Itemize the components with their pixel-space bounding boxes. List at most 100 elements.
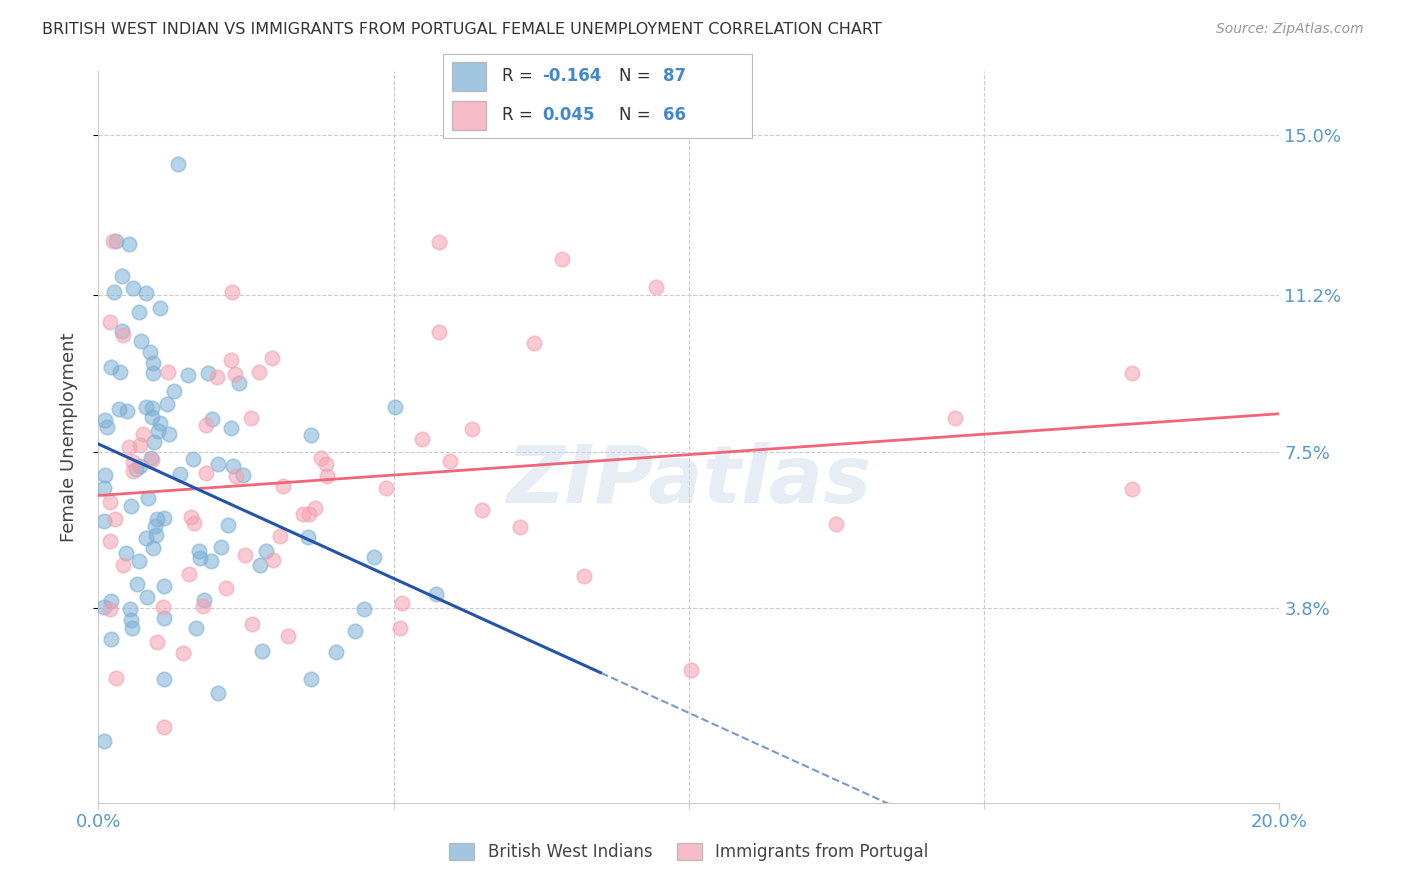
- Point: [207, 686, 229, 700]
- Point: [135, 286, 157, 301]
- Point: [128, 305, 150, 319]
- Point: [269, 529, 291, 543]
- Point: [180, 509, 202, 524]
- Point: [271, 479, 294, 493]
- Point: [157, 427, 180, 442]
- Point: [254, 543, 277, 558]
- Point: [157, 365, 180, 379]
- Point: [115, 404, 138, 418]
- Bar: [453, 101, 486, 130]
- Text: R =: R =: [502, 106, 537, 124]
- Point: [142, 356, 165, 370]
- Point: [215, 581, 238, 595]
- Point: [325, 645, 347, 659]
- Point: [225, 468, 247, 483]
- Point: [141, 409, 163, 424]
- Point: [115, 546, 138, 560]
- Point: [105, 235, 128, 249]
- Point: [239, 411, 262, 425]
- Point: [297, 530, 319, 544]
- Point: [177, 567, 200, 582]
- Point: [824, 517, 846, 532]
- Point: [193, 592, 215, 607]
- Point: [120, 602, 142, 616]
- Point: [101, 234, 124, 248]
- Point: [153, 720, 176, 734]
- Point: [149, 416, 172, 430]
- Point: [142, 541, 165, 555]
- Point: [163, 384, 186, 399]
- Point: [200, 554, 222, 568]
- Text: Source: ZipAtlas.com: Source: ZipAtlas.com: [1216, 22, 1364, 37]
- Point: [311, 450, 333, 465]
- Point: [943, 411, 966, 425]
- Y-axis label: Female Unemployment: Female Unemployment: [59, 333, 77, 541]
- Point: [172, 647, 194, 661]
- Point: [298, 508, 321, 522]
- Point: [240, 616, 263, 631]
- Point: [129, 334, 152, 348]
- Point: [1121, 482, 1143, 496]
- Point: [228, 376, 250, 390]
- Point: [111, 327, 134, 342]
- Point: [132, 426, 155, 441]
- Point: [120, 499, 142, 513]
- Point: [145, 528, 167, 542]
- Text: R =: R =: [502, 68, 537, 86]
- Point: [181, 452, 204, 467]
- Point: [100, 360, 122, 375]
- Text: ZIPatlas: ZIPatlas: [506, 442, 872, 520]
- Point: [143, 518, 166, 533]
- Point: [129, 438, 152, 452]
- Point: [103, 285, 125, 300]
- Point: [384, 400, 406, 414]
- Point: [344, 624, 367, 638]
- Point: [93, 733, 115, 747]
- Point: [250, 644, 273, 658]
- Point: [100, 593, 122, 607]
- Point: [523, 335, 546, 350]
- Point: [461, 422, 484, 436]
- Point: [146, 512, 169, 526]
- Point: [188, 551, 211, 566]
- Point: [304, 500, 326, 515]
- Point: [262, 553, 284, 567]
- Point: [299, 428, 322, 442]
- Point: [156, 397, 179, 411]
- Point: [125, 577, 148, 591]
- Point: [94, 413, 117, 427]
- Point: [121, 455, 143, 469]
- Point: [681, 663, 703, 677]
- Point: [247, 365, 270, 379]
- Point: [117, 236, 139, 251]
- Point: [315, 457, 337, 471]
- Point: [135, 531, 157, 545]
- Point: [153, 611, 176, 625]
- Point: [197, 366, 219, 380]
- Point: [111, 558, 134, 572]
- Point: [471, 502, 494, 516]
- Point: [111, 268, 134, 283]
- Point: [138, 344, 160, 359]
- Point: [136, 491, 159, 505]
- Point: [291, 507, 314, 521]
- Point: [277, 629, 299, 643]
- Point: [186, 621, 208, 635]
- Point: [93, 514, 115, 528]
- Point: [363, 549, 385, 564]
- Point: [128, 554, 150, 568]
- Text: N =: N =: [619, 68, 657, 86]
- Point: [388, 621, 411, 635]
- Point: [149, 301, 172, 316]
- Point: [207, 457, 229, 471]
- Point: [217, 518, 239, 533]
- Point: [141, 401, 163, 415]
- Point: [645, 280, 668, 294]
- Point: [439, 454, 461, 468]
- Point: [148, 424, 170, 438]
- Point: [375, 481, 398, 495]
- Point: [141, 453, 163, 467]
- Point: [139, 450, 162, 465]
- Point: [193, 599, 215, 614]
- Point: [145, 635, 167, 649]
